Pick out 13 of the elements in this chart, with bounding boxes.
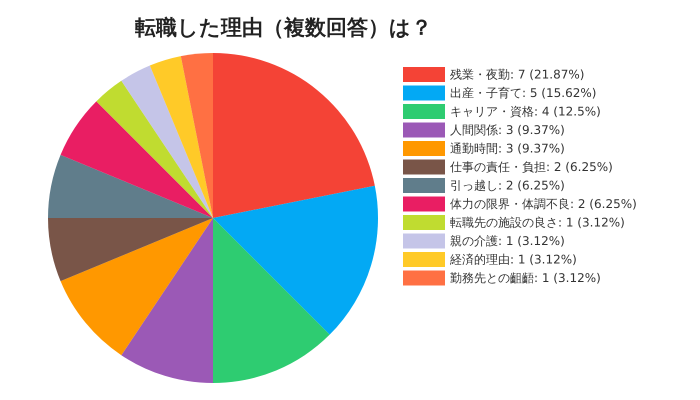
legend-label: 経済的理由: 1 (3.12%) [449, 252, 577, 266]
legend-label: 仕事の責任・負担: 2 (6.25%) [449, 160, 613, 174]
legend-label: 親の介護: 1 (3.12%) [450, 234, 565, 248]
legend-label: キャリア・資格: 4 (12.5%) [450, 104, 601, 118]
legend-label: 勤務先との齟齬: 1 (3.12%) [450, 271, 601, 285]
legend-label: 引っ越し: 2 (6.25%) [450, 178, 565, 192]
legend-label: 残業・夜勤: 7 (21.87%) [450, 68, 584, 82]
legend-label: 体力の限界・体調不良: 2 (6.25%) [450, 197, 637, 211]
legend-label: 転職先の施設の良さ: 1 (3.12%) [450, 216, 625, 230]
legend-label: 通勤時間: 3 (9.37%) [450, 142, 565, 156]
legend-label: 出産・子育て: 5 (15.62%) [450, 86, 596, 100]
legend-label: 人間関係: 3 (9.37%) [450, 123, 565, 137]
chart-title: 転職した理由（複数回答）は？ [135, 16, 432, 40]
